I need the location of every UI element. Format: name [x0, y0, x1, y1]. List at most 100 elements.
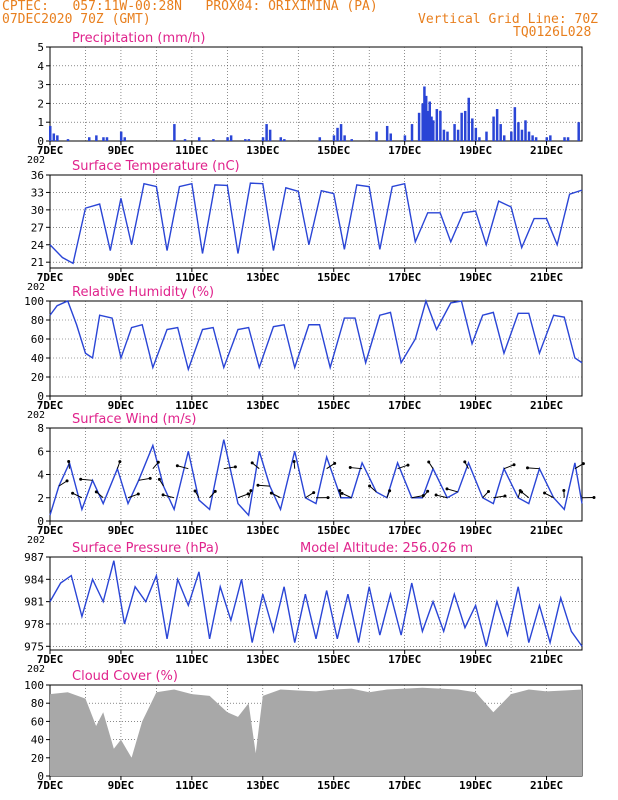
- precip-bar: [424, 95, 428, 141]
- rh-xtick-label: 13DEC: [246, 399, 279, 412]
- wind-xtick-label: 9DEC: [108, 524, 135, 537]
- wind-arrow: [521, 491, 530, 499]
- precip-bar: [279, 137, 283, 141]
- wind-arrow-head: [249, 489, 253, 493]
- precip-bar: [226, 137, 229, 141]
- temp-ytick-label: 30: [31, 204, 44, 217]
- temp-ytick-label: 27: [31, 221, 44, 234]
- wind-arrow-head: [333, 461, 337, 465]
- press-ytick-label: 975: [24, 640, 44, 653]
- wind-arrow: [72, 492, 83, 499]
- wind-xtick-label: 7DEC: [37, 524, 64, 537]
- precip-ytick-label: 4: [37, 60, 44, 73]
- wind-arrow-head: [233, 465, 237, 469]
- precip-bar: [389, 133, 392, 141]
- wind-xtick-label: 11DEC: [175, 524, 208, 537]
- precip-bar: [403, 135, 407, 141]
- precip-bar: [474, 127, 478, 141]
- precip-bar: [183, 139, 187, 141]
- precip-bar: [513, 107, 517, 141]
- precip-bar: [460, 112, 463, 141]
- press-xtick-label: 21DEC: [530, 653, 563, 666]
- press-xtick-label: 11DEC: [175, 653, 208, 666]
- press-ytick-label: 987: [24, 551, 44, 564]
- cloud-ytick-label: 60: [31, 715, 44, 728]
- wind-arrow-head: [312, 491, 316, 495]
- precip-bar: [423, 86, 426, 141]
- wind-arrow-head: [94, 490, 98, 494]
- wind-arrow: [177, 465, 189, 470]
- wind-arrow-head: [338, 489, 342, 493]
- precip-bar: [520, 129, 524, 141]
- precip-xtick-label: 17DEC: [388, 144, 421, 157]
- wind-arrow-head: [520, 490, 524, 494]
- wind-arrow-head: [250, 461, 254, 465]
- precip-bar: [343, 135, 346, 141]
- precip-ytick-label: 5: [37, 41, 44, 54]
- precip-bar: [492, 116, 495, 141]
- wind-arrow: [326, 462, 335, 470]
- cloud-xtick-label: 19DEC: [459, 779, 492, 792]
- precip-bar: [332, 135, 336, 141]
- wind-arrow: [223, 466, 236, 470]
- temp-series-line: [49, 182, 583, 265]
- rh-xtick-label: 11DEC: [175, 399, 208, 412]
- wind-year-stub: 202: [27, 535, 45, 546]
- wind-arrow-head: [292, 459, 296, 463]
- wind-arrow-head: [406, 463, 410, 467]
- cloud-xtick-label: 17DEC: [388, 779, 421, 792]
- precip-bar: [95, 135, 98, 141]
- precip-bar: [545, 137, 549, 141]
- press-frame: [49, 556, 583, 651]
- precip-bar: [432, 120, 435, 141]
- wind-xtick-label: 19DEC: [459, 524, 492, 537]
- precip-bar: [197, 137, 201, 141]
- precip-bar: [410, 124, 414, 141]
- wind-arrow: [411, 495, 424, 499]
- rh-ytick-label: 60: [31, 333, 44, 346]
- wind-arrow-head: [193, 489, 197, 493]
- cloud-xtick-label: 7DEC: [37, 779, 64, 792]
- precip-bar: [428, 101, 431, 141]
- wind-arrow-head: [269, 491, 273, 495]
- precip-bar: [56, 135, 59, 141]
- precip-bar: [421, 103, 424, 141]
- temp-xtick-label: 21DEC: [530, 271, 563, 284]
- wind-arrow-head: [175, 464, 179, 468]
- cloud-title: Cloud Cover (%): [72, 669, 178, 684]
- precip-bar: [119, 131, 123, 141]
- wind-arrow-head: [71, 491, 75, 495]
- precip-bar: [456, 129, 460, 141]
- temp-ytick-label: 24: [31, 239, 45, 252]
- precip-bar: [244, 139, 247, 141]
- temp-xtick-label: 17DEC: [388, 271, 421, 284]
- rh-xtick-label: 21DEC: [530, 399, 563, 412]
- wind-ytick-label: 6: [37, 445, 44, 458]
- press-series-line: [49, 560, 583, 647]
- rh-series-line: [49, 298, 583, 372]
- cloud-ytick-label: 20: [31, 752, 44, 765]
- wind-arrow: [127, 493, 139, 499]
- precip-bar: [439, 110, 442, 141]
- cloud-xtick-label: 21DEC: [530, 779, 563, 792]
- date-header: 07DEC2020 70Z (GMT): [2, 12, 151, 27]
- wind-arrow: [138, 477, 151, 481]
- precip-bar: [339, 124, 343, 141]
- precip-bar: [430, 116, 433, 141]
- precip-bar: [88, 137, 91, 141]
- rh-ytick-label: 100: [24, 295, 44, 308]
- wind-arrow-head: [156, 460, 160, 464]
- rh-xtick-label: 9DEC: [108, 399, 135, 412]
- press-ytick-label: 984: [24, 573, 44, 586]
- precip-bar: [247, 139, 251, 141]
- precip-bar: [66, 139, 70, 141]
- wind-xtick-label: 17DEC: [388, 524, 421, 537]
- precip-xtick-label: 11DEC: [175, 144, 208, 157]
- precip-bar: [463, 110, 467, 141]
- precip-bar: [527, 131, 531, 141]
- wind-arrow: [257, 484, 270, 487]
- location-header: CPTEC: 057:11W-00:28N PROX04: ORIXIMINA …: [2, 0, 378, 14]
- rh-ytick-label: 40: [31, 352, 44, 365]
- temp-xtick-label: 13DEC: [246, 271, 279, 284]
- wind-arrow-head: [463, 460, 467, 464]
